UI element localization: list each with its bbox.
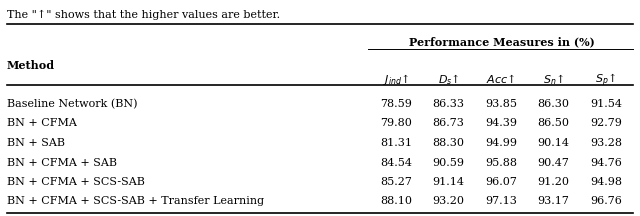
Text: 91.14: 91.14 <box>433 177 465 187</box>
Text: BN + SAB: BN + SAB <box>7 138 65 148</box>
Text: BN + CFMA + SAB: BN + CFMA + SAB <box>7 157 117 167</box>
Text: 93.85: 93.85 <box>485 99 517 109</box>
Text: 92.79: 92.79 <box>590 119 621 129</box>
Text: BN + CFMA + SCS-SAB + Transfer Learning: BN + CFMA + SCS-SAB + Transfer Learning <box>7 197 264 206</box>
Text: 90.47: 90.47 <box>538 157 570 167</box>
Text: The "↑" shows that the higher values are better.: The "↑" shows that the higher values are… <box>7 10 280 20</box>
Text: 86.50: 86.50 <box>538 119 570 129</box>
Text: Baseline Network (BN): Baseline Network (BN) <box>7 99 138 109</box>
Text: $D_s$↑: $D_s$↑ <box>438 72 460 87</box>
Text: 88.30: 88.30 <box>433 138 465 148</box>
Text: 96.76: 96.76 <box>590 197 621 206</box>
Text: BN + CFMA + SCS-SAB: BN + CFMA + SCS-SAB <box>7 177 145 187</box>
Text: 84.54: 84.54 <box>380 157 412 167</box>
Text: 86.73: 86.73 <box>433 119 465 129</box>
Text: $S_n$↑: $S_n$↑ <box>543 72 564 87</box>
Text: 91.20: 91.20 <box>538 177 570 187</box>
Text: 85.27: 85.27 <box>380 177 412 187</box>
Text: 88.10: 88.10 <box>380 197 412 206</box>
Text: 94.39: 94.39 <box>485 119 517 129</box>
Text: 90.14: 90.14 <box>538 138 570 148</box>
Text: 86.33: 86.33 <box>433 99 465 109</box>
Text: 90.59: 90.59 <box>433 157 465 167</box>
Text: 97.13: 97.13 <box>485 197 517 206</box>
Text: $S_p$↑: $S_p$↑ <box>595 72 616 89</box>
Text: $Acc$↑: $Acc$↑ <box>486 72 516 85</box>
Text: 79.80: 79.80 <box>380 119 412 129</box>
Text: 93.17: 93.17 <box>538 197 570 206</box>
Text: 78.59: 78.59 <box>380 99 412 109</box>
Text: 81.31: 81.31 <box>380 138 412 148</box>
Text: Performance Measures in (%): Performance Measures in (%) <box>408 36 595 47</box>
Text: 94.99: 94.99 <box>485 138 517 148</box>
Text: Method: Method <box>7 60 55 71</box>
Text: 94.76: 94.76 <box>590 157 621 167</box>
Text: 96.07: 96.07 <box>485 177 517 187</box>
Text: 95.88: 95.88 <box>485 157 517 167</box>
Text: 91.54: 91.54 <box>590 99 622 109</box>
Text: 86.30: 86.30 <box>538 99 570 109</box>
Text: BN + CFMA: BN + CFMA <box>7 119 77 129</box>
Text: 93.20: 93.20 <box>433 197 465 206</box>
Text: 94.98: 94.98 <box>590 177 622 187</box>
Text: 93.28: 93.28 <box>590 138 622 148</box>
Text: $J_{ind}$↑: $J_{ind}$↑ <box>383 72 410 87</box>
